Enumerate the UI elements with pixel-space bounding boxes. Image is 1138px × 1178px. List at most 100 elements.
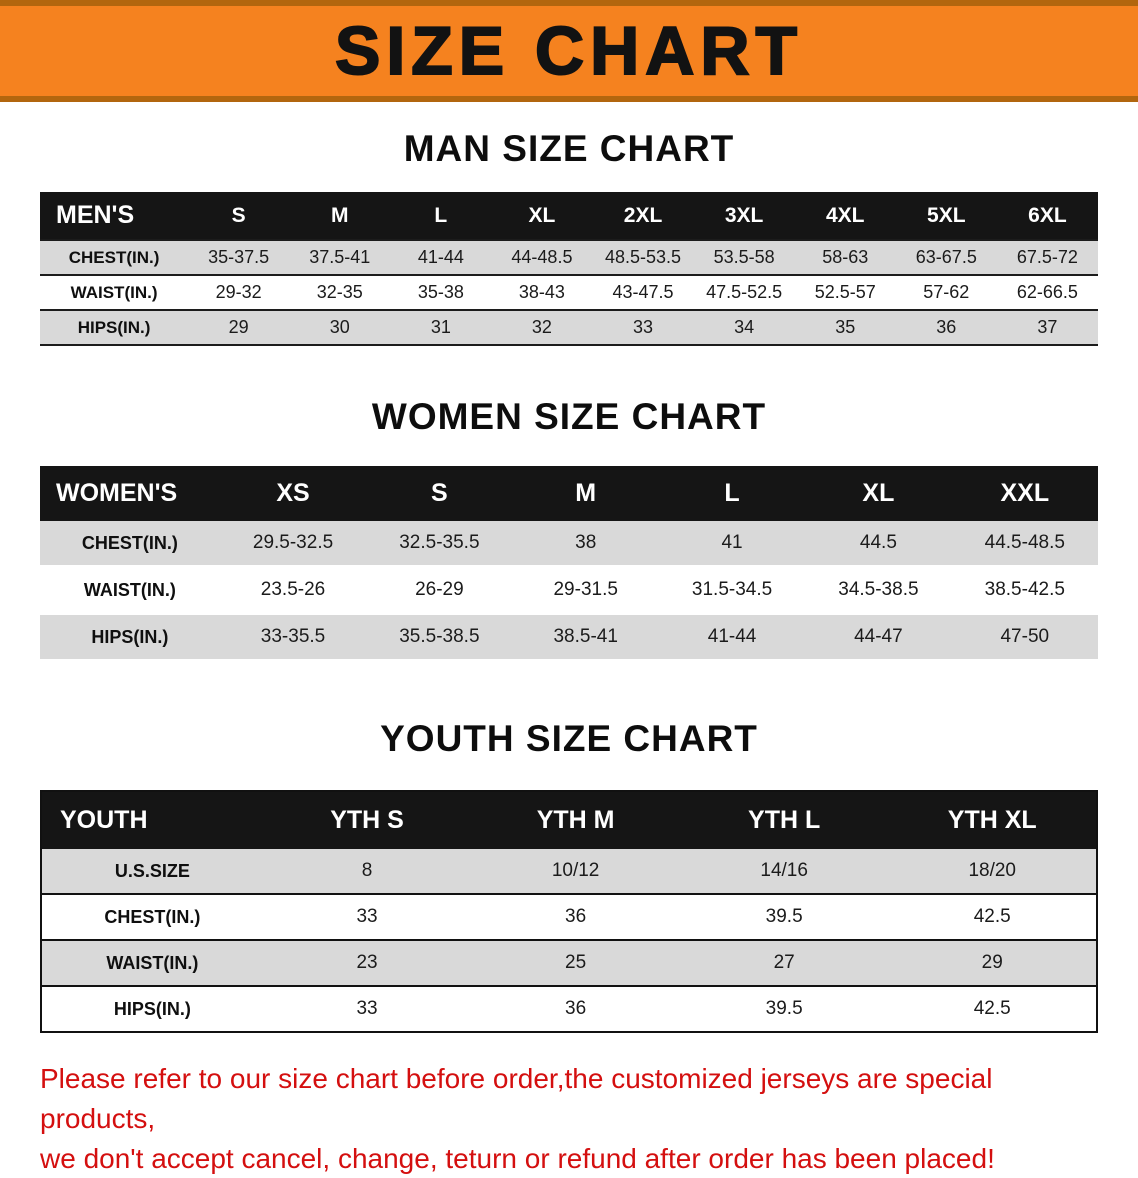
value-cell: 33 — [263, 986, 472, 1032]
size-column-header: XL — [491, 192, 592, 240]
value-cell: 32 — [491, 310, 592, 345]
value-cell: 41-44 — [390, 240, 491, 275]
size-column-header: L — [390, 192, 491, 240]
size-column-header: L — [659, 466, 805, 521]
row-label-cell: U.S.SIZE — [41, 849, 263, 894]
row-label-cell: CHEST(IN.) — [40, 240, 188, 275]
value-cell: 63-67.5 — [896, 240, 997, 275]
banner-title: SIZE CHART — [335, 17, 803, 85]
value-cell: 29.5-32.5 — [220, 521, 366, 567]
value-cell: 38 — [513, 521, 659, 567]
value-cell: 36 — [896, 310, 997, 345]
value-cell: 32-35 — [289, 275, 390, 310]
value-cell: 48.5-53.5 — [592, 240, 693, 275]
value-cell: 30 — [289, 310, 390, 345]
size-column-header: XXL — [952, 466, 1098, 521]
value-cell: 18/20 — [888, 849, 1097, 894]
value-cell: 57-62 — [896, 275, 997, 310]
row-label-cell: WAIST(IN.) — [40, 567, 220, 614]
row-label-cell: CHEST(IN.) — [41, 894, 263, 940]
value-cell: 29 — [888, 940, 1097, 986]
table-title-cell: MEN'S — [40, 192, 188, 240]
value-cell: 14/16 — [680, 849, 889, 894]
value-cell: 67.5-72 — [997, 240, 1098, 275]
value-cell: 31 — [390, 310, 491, 345]
disclaimer-line-1: Please refer to our size chart before or… — [40, 1059, 1098, 1139]
value-cell: 36 — [471, 986, 680, 1032]
value-cell: 29-31.5 — [513, 567, 659, 614]
size-column-header: S — [188, 192, 289, 240]
value-cell: 47-50 — [952, 614, 1098, 661]
value-cell: 42.5 — [888, 894, 1097, 940]
value-cell: 42.5 — [888, 986, 1097, 1032]
row-label-cell: HIPS(IN.) — [40, 614, 220, 661]
size-column-header: 3XL — [694, 192, 795, 240]
value-cell: 23.5-26 — [220, 567, 366, 614]
value-cell: 35 — [795, 310, 896, 345]
value-cell: 39.5 — [680, 986, 889, 1032]
value-cell: 10/12 — [471, 849, 680, 894]
value-cell: 58-63 — [795, 240, 896, 275]
table-title-cell: YOUTH — [41, 791, 263, 849]
value-cell: 62-66.5 — [997, 275, 1098, 310]
value-cell: 38-43 — [491, 275, 592, 310]
value-cell: 27 — [680, 940, 889, 986]
row-label-cell: WAIST(IN.) — [41, 940, 263, 986]
table-title-cell: WOMEN'S — [40, 466, 220, 521]
value-cell: 44.5 — [805, 521, 951, 567]
value-cell: 37 — [997, 310, 1098, 345]
value-cell: 38.5-42.5 — [952, 567, 1098, 614]
disclaimer-text: Please refer to our size chart before or… — [40, 1059, 1098, 1178]
row-label-cell: HIPS(IN.) — [40, 310, 188, 345]
value-cell: 29-32 — [188, 275, 289, 310]
value-cell: 53.5-58 — [694, 240, 795, 275]
size-column-header: 6XL — [997, 192, 1098, 240]
women-section-title: WOMEN SIZE CHART — [0, 396, 1138, 438]
value-cell: 34 — [694, 310, 795, 345]
value-cell: 41 — [659, 521, 805, 567]
size-column-header: 5XL — [896, 192, 997, 240]
value-cell: 29 — [188, 310, 289, 345]
value-cell: 33 — [263, 894, 472, 940]
row-label-cell: WAIST(IN.) — [40, 275, 188, 310]
value-cell: 31.5-34.5 — [659, 567, 805, 614]
value-cell: 37.5-41 — [289, 240, 390, 275]
value-cell: 52.5-57 — [795, 275, 896, 310]
row-label-cell: HIPS(IN.) — [41, 986, 263, 1032]
value-cell: 39.5 — [680, 894, 889, 940]
size-chart-banner: SIZE CHART — [0, 0, 1138, 102]
value-cell: 35.5-38.5 — [366, 614, 512, 661]
men-section-title: MAN SIZE CHART — [0, 128, 1138, 170]
youth-section-title: YOUTH SIZE CHART — [0, 718, 1138, 760]
value-cell: 43-47.5 — [592, 275, 693, 310]
value-cell: 35-37.5 — [188, 240, 289, 275]
value-cell: 35-38 — [390, 275, 491, 310]
value-cell: 44-48.5 — [491, 240, 592, 275]
size-column-header: 2XL — [592, 192, 693, 240]
size-column-header: YTH L — [680, 791, 889, 849]
size-column-header: XL — [805, 466, 951, 521]
size-column-header: YTH S — [263, 791, 472, 849]
size-column-header: 4XL — [795, 192, 896, 240]
value-cell: 34.5-38.5 — [805, 567, 951, 614]
row-label-cell: CHEST(IN.) — [40, 521, 220, 567]
value-cell: 44-47 — [805, 614, 951, 661]
value-cell: 33 — [592, 310, 693, 345]
value-cell: 47.5-52.5 — [694, 275, 795, 310]
size-column-header: XS — [220, 466, 366, 521]
